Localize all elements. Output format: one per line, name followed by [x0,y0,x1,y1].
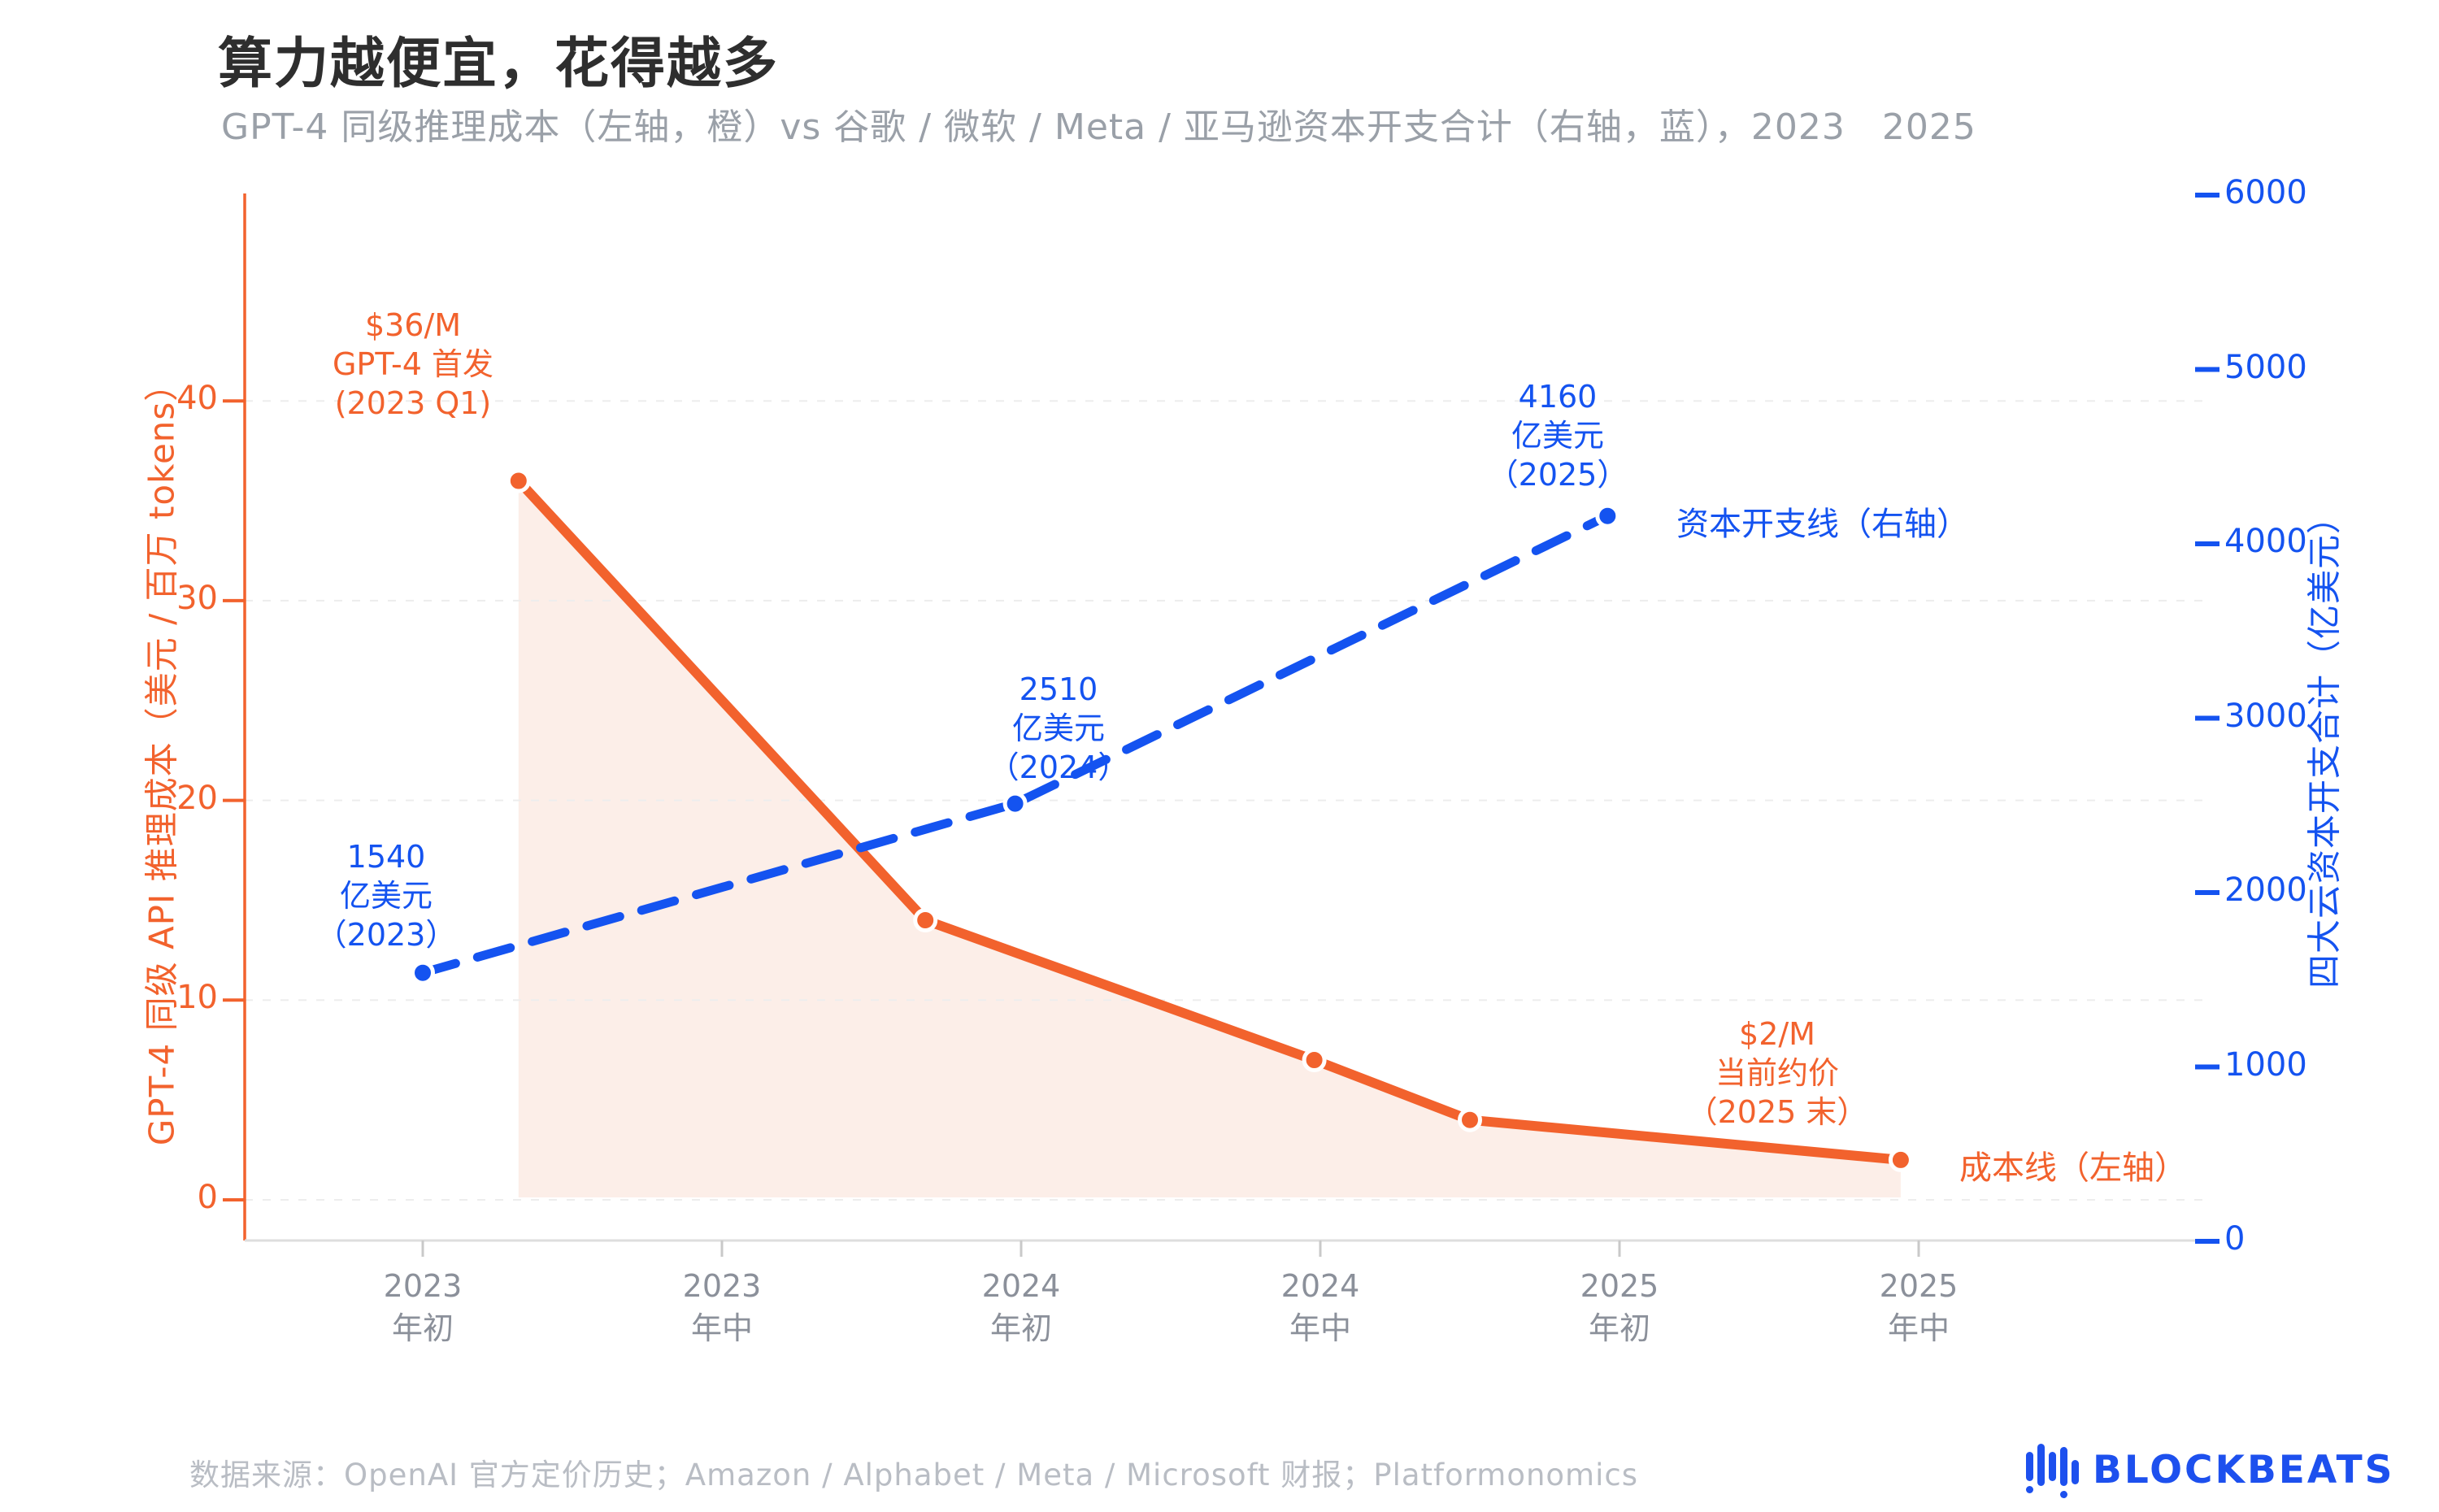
cost-data-point [1302,1048,1327,1072]
annotation-gpt4-launch-price: $36/M GPT-4 首发 (2023 Q1) [332,307,494,421]
annotation-current-price: $2/M 当前约价 （2025 末） [1686,1016,1868,1130]
capex-data-point [1595,503,1620,528]
right-axis-tick-label: 6000 [2224,174,2307,211]
capex-line-label: 资本开支线（右轴） [1676,506,1969,543]
right-axis-tick-label: 5000 [2224,348,2307,386]
left-axis-tick-label: 10 [176,979,218,1017]
annotation-capex-2024: 2510 亿美元 （2024） [988,671,1129,785]
cost-data-point [1458,1107,1482,1132]
left-axis-tick-label: 30 [176,579,218,617]
right-axis-tick-label: 0 [2224,1220,2246,1258]
left-axis-tick-label: 0 [197,1179,218,1216]
left-axis-tick-label: 20 [176,779,218,817]
capex-data-point [1002,791,1028,816]
cost-area-fill [518,480,1901,1197]
annotation-capex-2023: 1540 亿美元 （2023） [315,839,457,953]
blockbeats-logo-text: BLOCKBEATS [2093,1447,2395,1492]
cost-line-label: 成本线（左轴） [1959,1149,2187,1187]
cost-data-point [1888,1147,1913,1172]
chart-subtitle: GPT-4 同级推理成本（左轴，橙）vs 谷歌 / 微软 / Meta / 亚马… [221,106,1976,148]
x-axis-tick-label: 2025 年初 [1580,1268,1659,1346]
right-axis-tick-label: 2000 [2224,871,2307,909]
x-axis-tick-label: 2023 年中 [682,1268,762,1346]
capex-data-point [411,960,435,985]
x-axis-tick-label: 2024 年中 [1280,1268,1360,1346]
right-axis-tick-label: 3000 [2224,697,2307,735]
chart-title: 算力越便宜，花得越多 [218,32,779,95]
capex-line [418,511,1612,978]
right-axis-title: 四大云资本开支合计（亿美元） [2304,498,2345,989]
blockbeats-logo: BLOCKBEATS [2026,1437,2395,1502]
x-axis-tick-label: 2023 年初 [383,1268,463,1346]
cost-data-point [913,908,938,932]
right-axis-tick-label: 1000 [2224,1045,2307,1084]
blockbeats-logo-icon [2026,1444,2079,1498]
x-axis-tick-label: 2024 年初 [981,1268,1061,1346]
x-axis-tick-label: 2025 年中 [1879,1268,1959,1346]
cost-data-point [506,468,531,493]
data-source-note: 数据来源：OpenAI 官方定价历史；Amazon / Alphabet / M… [189,1458,1638,1492]
annotation-capex-2025: 4160 亿美元 （2025） [1487,379,1628,493]
left-axis-title: GPT-4 同级 API 推理成本（美元 / 百万 tokens） [141,366,182,1146]
right-axis-tick-label: 4000 [2224,523,2307,560]
left-axis-tick-label: 40 [176,380,218,418]
